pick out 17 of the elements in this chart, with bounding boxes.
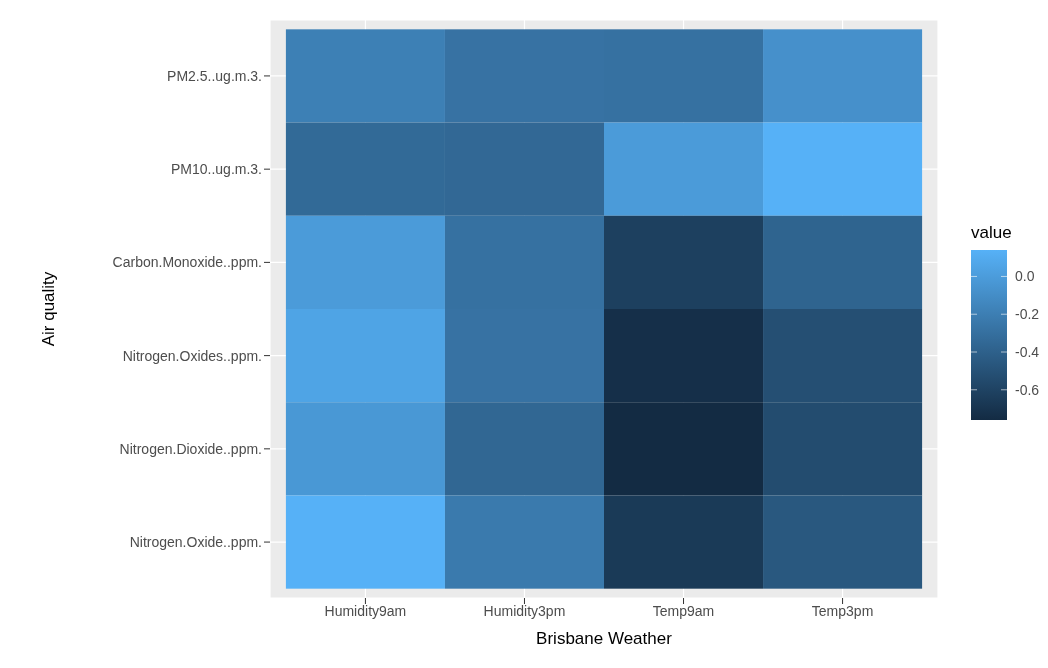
x-axis-title: Brisbane Weather xyxy=(536,629,673,648)
x-tick-label: Temp3pm xyxy=(811,602,874,619)
y-tick-label: Carbon.Monoxide..ppm. xyxy=(112,254,262,271)
color-bar-label: 0.0 xyxy=(1015,268,1035,285)
x-tick-label: Humidity9am xyxy=(324,602,407,619)
color-bar-label: -0.6 xyxy=(1015,381,1040,398)
y-tick-label: Nitrogen.Oxide..ppm. xyxy=(129,534,262,551)
y-tick-label: Nitrogen.Oxides..ppm. xyxy=(122,347,262,364)
y-tick-label: Nitrogen.Dioxide..ppm. xyxy=(119,440,262,457)
y-tick-label: PM10..ug.m.3. xyxy=(170,161,262,178)
x-tick-label: Temp9am xyxy=(652,602,715,619)
x-tick-label: Humidity3pm xyxy=(483,602,566,619)
color-bar-label: -0.2 xyxy=(1015,306,1040,323)
legend-title: value xyxy=(971,223,1012,242)
y-axis-title: Air quality xyxy=(39,271,59,347)
color-bar-label: -0.4 xyxy=(1015,344,1040,360)
y-tick-label: PM2.5..ug.m.3. xyxy=(167,67,262,84)
